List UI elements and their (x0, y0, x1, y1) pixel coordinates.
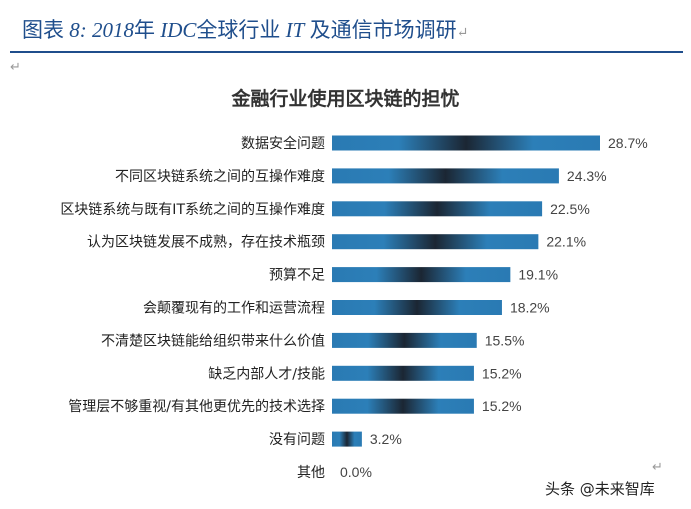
caption-year: 2018 (92, 18, 134, 42)
bar (332, 398, 474, 414)
bar (332, 168, 559, 184)
category-label: 区块链系统与既有IT系统之间的互操作难度 (60, 202, 325, 218)
paragraph-mark-icon: ↵ (10, 60, 21, 75)
category-label: 会颠覆现有的工作和运营流程 (143, 301, 325, 317)
paragraph-mark-icon: ↵ (652, 460, 663, 475)
data-label: 22.5% (550, 201, 590, 217)
data-label: 18.2% (510, 300, 550, 316)
chart-title: 金融行业使用区块链的担忧 (231, 88, 460, 110)
caption-rest: 及通信市场调研 (309, 18, 457, 42)
data-label: 15.5% (485, 332, 525, 348)
data-label: 0.0% (340, 464, 372, 480)
data-label: 28.7% (608, 135, 648, 151)
bar (332, 267, 511, 283)
caption-rule (10, 51, 683, 53)
category-label: 数据安全问题 (241, 135, 325, 152)
category-label: 不同区块链系统之间的互操作难度 (115, 169, 325, 185)
category-label: 没有问题 (269, 432, 325, 448)
caption-number: 8: (69, 18, 87, 42)
category-label: 认为区块链发展不成熟，存在技术瓶颈 (87, 235, 325, 251)
category-label: 预算不足 (269, 268, 325, 284)
caption-nian: 年 (134, 18, 155, 42)
category-label: 不清楚区块链能给组织带来什么价值 (101, 333, 325, 349)
data-label: 22.1% (546, 234, 586, 250)
data-label: 3.2% (370, 431, 402, 447)
data-label: 15.2% (482, 398, 522, 414)
data-label: 19.1% (518, 267, 558, 283)
bar (332, 431, 362, 447)
bar (332, 135, 600, 151)
figure-caption: 图表 8: 2018年 IDC全球行业 IT 及通信市场调研↵ (22, 14, 468, 44)
caption-it: IT (285, 18, 305, 42)
caption-prefix: 图表 (22, 18, 64, 42)
data-label: 24.3% (567, 168, 607, 184)
bar (332, 300, 502, 315)
category-label: 其他 (297, 465, 325, 481)
bar (332, 201, 543, 217)
bar (332, 365, 474, 381)
caption-mid: 全球行业 (196, 18, 281, 42)
data-label: 15.2% (482, 365, 522, 381)
bar (332, 234, 539, 250)
category-label: 管理层不够重视/有其他更优先的技术选择 (68, 399, 325, 415)
watermark: 头条 @未来智库 (545, 480, 655, 498)
bar (332, 332, 477, 348)
category-label: 缺乏内部人才/技能 (208, 366, 325, 382)
caption-idc: IDC (160, 18, 197, 42)
paragraph-mark-icon: ↵ (456, 26, 469, 41)
